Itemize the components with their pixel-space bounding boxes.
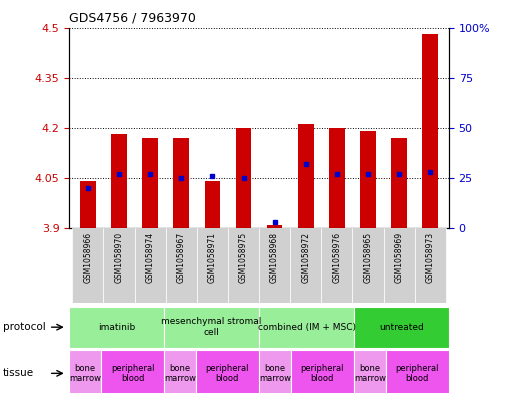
- Text: GSM1058971: GSM1058971: [208, 231, 217, 283]
- Bar: [228, 228, 259, 303]
- Bar: [298, 124, 313, 228]
- Bar: [104, 228, 134, 303]
- Text: mesenchymal stromal
cell: mesenchymal stromal cell: [162, 318, 262, 337]
- Bar: [259, 228, 290, 303]
- Bar: [101, 350, 164, 393]
- Bar: [290, 228, 321, 303]
- Bar: [415, 228, 446, 303]
- Text: combined (IM + MSC): combined (IM + MSC): [258, 323, 356, 332]
- Bar: [164, 307, 259, 348]
- Text: GSM1058973: GSM1058973: [426, 231, 435, 283]
- Text: peripheral
blood: peripheral blood: [206, 364, 249, 383]
- Text: peripheral
blood: peripheral blood: [396, 364, 439, 383]
- Bar: [143, 138, 158, 228]
- Text: peripheral
blood: peripheral blood: [301, 364, 344, 383]
- Bar: [329, 128, 345, 228]
- Text: GSM1058969: GSM1058969: [394, 231, 404, 283]
- Bar: [291, 350, 354, 393]
- Bar: [69, 350, 101, 393]
- Bar: [72, 228, 104, 303]
- Bar: [80, 181, 96, 228]
- Bar: [422, 34, 438, 228]
- Text: bone
marrow: bone marrow: [354, 364, 386, 383]
- Text: GSM1058974: GSM1058974: [146, 231, 154, 283]
- Text: bone
marrow: bone marrow: [259, 364, 291, 383]
- Bar: [354, 307, 449, 348]
- Bar: [69, 307, 164, 348]
- Text: GSM1058966: GSM1058966: [84, 231, 92, 283]
- Bar: [166, 228, 197, 303]
- Bar: [384, 228, 415, 303]
- Text: imatinib: imatinib: [98, 323, 135, 332]
- Bar: [205, 181, 220, 228]
- Text: bone
marrow: bone marrow: [164, 364, 196, 383]
- Bar: [259, 307, 354, 348]
- Bar: [173, 138, 189, 228]
- Text: protocol: protocol: [3, 322, 45, 332]
- Bar: [134, 228, 166, 303]
- Text: GSM1058967: GSM1058967: [177, 231, 186, 283]
- Text: GSM1058965: GSM1058965: [364, 231, 372, 283]
- Text: GSM1058972: GSM1058972: [301, 231, 310, 283]
- Text: GDS4756 / 7963970: GDS4756 / 7963970: [69, 12, 196, 25]
- Text: untreated: untreated: [379, 323, 424, 332]
- Text: bone
marrow: bone marrow: [69, 364, 101, 383]
- Bar: [352, 228, 384, 303]
- Bar: [164, 350, 196, 393]
- Bar: [321, 228, 352, 303]
- Text: GSM1058975: GSM1058975: [239, 231, 248, 283]
- Bar: [259, 350, 291, 393]
- Bar: [111, 134, 127, 228]
- Bar: [197, 228, 228, 303]
- Bar: [354, 350, 386, 393]
- Text: GSM1058976: GSM1058976: [332, 231, 341, 283]
- Bar: [267, 224, 282, 228]
- Text: peripheral
blood: peripheral blood: [111, 364, 154, 383]
- Text: GSM1058970: GSM1058970: [114, 231, 124, 283]
- Text: tissue: tissue: [3, 368, 34, 378]
- Text: GSM1058968: GSM1058968: [270, 231, 279, 283]
- Bar: [196, 350, 259, 393]
- Bar: [386, 350, 449, 393]
- Bar: [360, 131, 376, 228]
- Bar: [236, 128, 251, 228]
- Bar: [391, 138, 407, 228]
